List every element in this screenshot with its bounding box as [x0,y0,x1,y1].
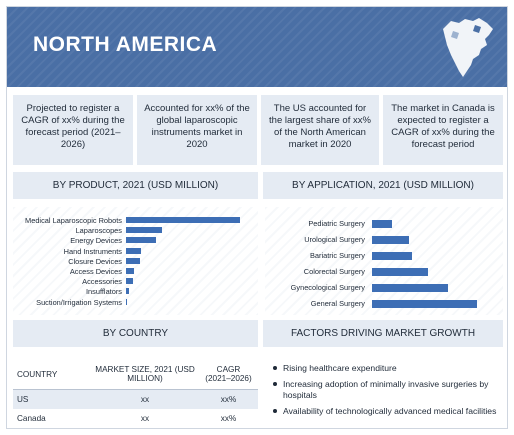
application-bar-chart: Pediatric Surgery Urological Surgery Baria… [265,207,503,315]
kpi-canada-cagr: The market in Canada is expected to regi… [383,95,503,165]
bar-mark [372,220,392,228]
category-label: Access Devices [69,267,122,276]
bar-mark [126,257,140,264]
cagr-cell: xx% [220,414,237,423]
category-label: Pediatric Surgery [308,219,365,228]
bullet-icon [273,366,277,370]
category-label: Laparoscopes [75,226,122,236]
category-label: Closure Devices [68,256,122,266]
list-item: Increasing adoption of minimally invasiv… [273,379,507,401]
infographic-frame: NORTH AMERICA Projected to register a CA… [6,6,508,429]
kpi-cagr: Projected to register a CAGR of xx% duri… [13,95,133,165]
category-label: Bariatric Surgery [309,251,365,260]
bar-mark [126,278,133,285]
factor-text: Increasing adoption of minimally invasiv… [283,379,489,400]
category-label: Medical Laparoscopic Robots [25,216,122,225]
category-label: Urological Surgery [304,235,365,244]
table-row: Canada xx xx% [13,409,258,428]
category-label: Accessories [82,277,122,287]
bar-mark [372,284,448,292]
table-row: US xx xx% [13,389,258,409]
cagr-column-header: CAGR (2021–2026) [199,359,258,390]
category-label: Insufflators [85,287,122,297]
kpi-row: Projected to register a CAGR of xx% duri… [13,95,503,165]
section-by-application: BY APPLICATION, 2021 (USD MILLION) [263,172,503,199]
bar-mark [126,227,163,234]
section-by-country: BY COUNTRY [13,320,258,347]
factor-text: Availability of technologically advanced… [283,406,497,416]
kpi-global-share: Accounted for xx% of the global laparosc… [137,95,257,165]
country-column-header: COUNTRY [13,359,91,390]
bar-mark [126,247,141,254]
north-america-map-icon [443,18,493,77]
bar-mark [126,237,156,244]
country-cell: US [13,389,91,409]
cagr-cell: xx% [199,389,258,409]
list-item: Availability of technologically advanced… [273,406,507,417]
bar-mark [372,252,412,260]
list-item: Rising healthcare expenditure [273,363,507,374]
header-pattern [7,7,507,87]
section-factors: FACTORS DRIVING MARKET GROWTH [263,320,503,347]
market-size-cell: xx [91,389,199,409]
category-label: Suction/Irrigation Systems [36,297,122,307]
page-title: NORTH AMERICA [33,33,218,56]
product-bar-chart: Medical Laparoscopic Robots Laparoscopes E… [13,207,258,315]
category-label: General Surgery [310,299,365,308]
bar-mark [372,236,409,244]
bar-mark [126,268,134,274]
bar-mark [372,268,428,276]
header-banner: NORTH AMERICA [7,7,507,87]
category-label: Hand Instruments [63,246,122,256]
market-size-cell: xx [140,414,150,423]
factor-text: Rising healthcare expenditure [283,363,397,373]
category-label: Energy Devices [70,236,122,246]
bar-mark [126,288,130,295]
bullet-icon [273,409,277,413]
country-cell: Canada [17,414,46,423]
factors-list: Rising healthcare expenditure Increasing… [273,363,507,422]
market-size-column-header: MARKET SIZE, 2021 (USD MILLION) [91,359,199,390]
country-table-header-row: COUNTRY MARKET SIZE, 2021 (USD MILLION) … [13,359,258,390]
kpi-us-share: The US accounted for the largest share o… [261,95,379,165]
country-table: COUNTRY MARKET SIZE, 2021 (USD MILLION) … [13,359,258,428]
category-label: Gynecological Surgery [290,283,365,292]
bar-mark [126,298,128,305]
section-by-product: BY PRODUCT, 2021 (USD MILLION) [13,172,258,199]
bar-mark [372,300,477,308]
category-label: Colorectal Surgery [303,267,365,276]
bar-mark [126,217,240,223]
bullet-icon [273,382,277,386]
